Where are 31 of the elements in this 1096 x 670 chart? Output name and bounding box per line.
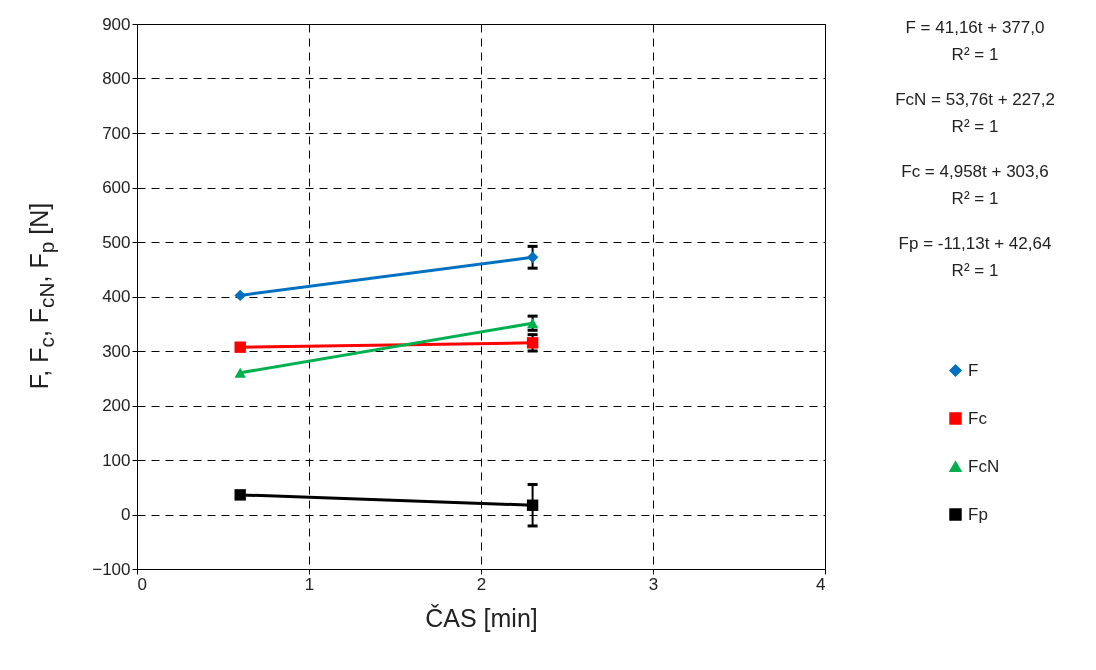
legend-label: F <box>968 360 979 380</box>
legend-label: Fp <box>968 504 988 524</box>
x-tick-label: 2 <box>476 574 487 594</box>
y-tick-label: 100 <box>102 450 131 470</box>
y-tick-label: 700 <box>102 123 131 143</box>
y-tick-label: −100 <box>92 559 131 579</box>
legend-label: Fc <box>968 408 988 428</box>
y-tick-label: 300 <box>102 341 131 361</box>
y-tick-label: 400 <box>102 287 131 306</box>
point <box>526 251 539 263</box>
y-tick-label: 600 <box>102 178 131 197</box>
point <box>234 489 246 501</box>
x-axis-title: ČAS [min] <box>425 603 538 632</box>
point <box>526 499 539 511</box>
y-tick-label: 900 <box>102 14 131 34</box>
legend-label: FcN <box>968 456 1000 476</box>
text: FcN = 53,76t + 227,2 R² = 1 <box>894 89 1056 138</box>
x-tick-label: 3 <box>648 574 659 594</box>
y-tick-label: 500 <box>102 232 131 252</box>
x-tick-label: 0 <box>137 574 147 594</box>
text: F = 41,16t + 377,0 R² = 1 <box>904 17 1046 66</box>
point <box>234 341 246 353</box>
x-tick-label: 1 <box>304 574 315 594</box>
text: Fp = -11,13t + 42,64 R² = 1 <box>897 233 1053 282</box>
y-tick-label: 800 <box>102 69 131 88</box>
point <box>234 289 246 302</box>
y-tick-label: 200 <box>102 396 131 415</box>
x-tick-label: 4 <box>816 574 826 594</box>
point <box>526 337 539 349</box>
text: Fc = 4,958t + 303,6 R² = 1 <box>900 161 1050 210</box>
y-tick-label: 0 <box>121 505 131 524</box>
